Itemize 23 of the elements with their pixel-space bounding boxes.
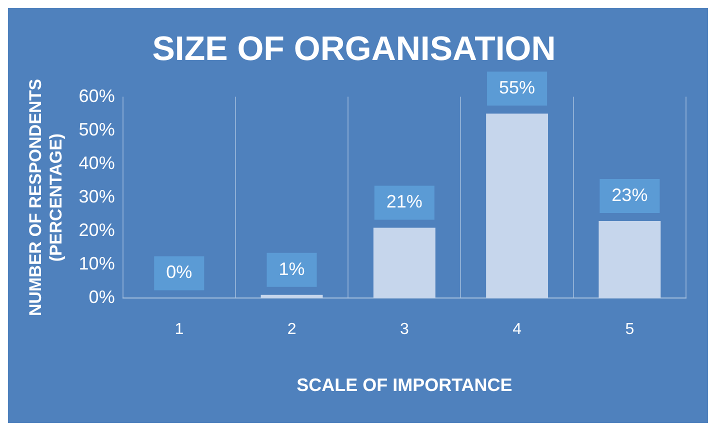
y-tick-label: 50% <box>78 119 115 140</box>
x-tick-label: 3 <box>400 321 409 338</box>
y-tick-label: 30% <box>78 186 115 206</box>
x-axis-title: SCALE OF IMPORTANCE <box>296 375 512 396</box>
bar <box>598 220 661 298</box>
data-label: 0% <box>166 262 192 282</box>
chart-title: SIZE OF ORGANISATION <box>152 30 556 68</box>
y-axis-title: NUMBER OF RESPONDENTS (PERCENTAGE) <box>26 78 66 316</box>
data-label: 23% <box>612 184 648 205</box>
bar <box>373 228 436 298</box>
data-label: 21% <box>386 192 422 212</box>
x-tick-label: 4 <box>512 321 522 338</box>
data-label: 55% <box>499 78 536 98</box>
y-tick-label: 10% <box>78 254 115 274</box>
bar <box>486 114 548 298</box>
x-tick-label: 5 <box>625 321 634 338</box>
x-tick-label: 2 <box>287 321 296 338</box>
data-label: 1% <box>278 258 305 279</box>
y-tick-label: 0% <box>88 287 115 308</box>
y-tick-label: 40% <box>78 152 115 173</box>
y-tick-label: 60% <box>78 86 115 106</box>
x-tick-label: 1 <box>174 321 184 338</box>
y-tick-label: 20% <box>78 220 115 240</box>
